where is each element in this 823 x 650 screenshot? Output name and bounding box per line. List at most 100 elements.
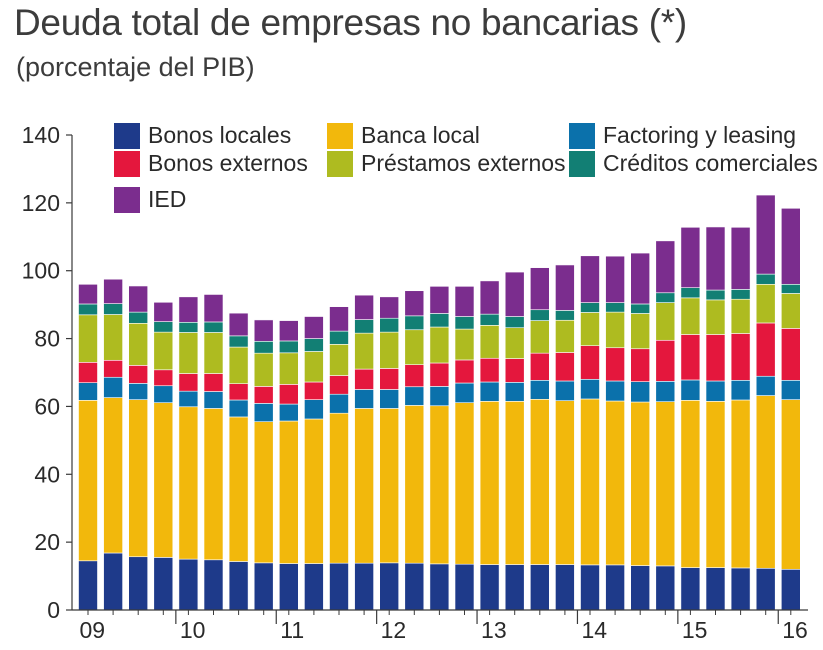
bar-segment-5-11 [354, 319, 374, 334]
bar-segment-3-10 [329, 375, 349, 395]
bar-segment-1-12 [379, 408, 400, 564]
x-tick-label: 15 [682, 617, 708, 643]
x-tick-label: 11 [280, 617, 304, 643]
bar-segment-0-8 [278, 563, 299, 611]
bar-segment-4-23 [655, 302, 676, 341]
bar-segment-1-9 [304, 418, 324, 564]
bar-segment-2-0 [78, 382, 98, 401]
bar-segment-4-8 [278, 352, 299, 385]
bar-segment-2-27 [755, 375, 776, 396]
bar-segment-2-21 [605, 380, 625, 402]
bar-segment-4-9 [304, 351, 324, 383]
chart-subtitle: (porcentaje del PIB) [16, 52, 255, 82]
bar-segment-0-20 [580, 564, 600, 611]
bar-segment-5-12 [379, 317, 400, 333]
bar-segment-4-22 [630, 313, 651, 350]
bar-segment-3-1 [103, 359, 123, 378]
bar-segment-6-27 [755, 194, 776, 275]
bar-segment-6-24 [680, 226, 701, 288]
bar-segment-4-25 [705, 299, 726, 335]
axes-group: 0 20 40 60 80 100 120 140 09 10 11 12 13 14 15 16 [22, 122, 808, 643]
bar-segment-1-27 [755, 395, 776, 569]
bar-segment-3-22 [630, 348, 651, 382]
y-tick-label: 100 [22, 258, 60, 284]
bar-segment-3-6 [228, 383, 249, 401]
bar-segment-1-25 [705, 401, 726, 568]
bar-segment-6-17 [504, 271, 525, 317]
y-tick-label: 40 [34, 461, 60, 487]
bar-segment-3-19 [555, 352, 575, 382]
bar-segment-0-10 [329, 562, 349, 611]
bar-segment-2-18 [529, 379, 550, 400]
bar-segment-5-27 [755, 273, 776, 285]
bar-segment-6-1 [103, 278, 123, 304]
bar-segment-1-20 [580, 398, 600, 566]
legend-swatch [569, 122, 595, 149]
bar-segment-1-5 [203, 408, 224, 561]
bar-segment-3-7 [253, 386, 274, 404]
bar-segment-6-3 [153, 301, 174, 322]
bar-segment-1-22 [630, 401, 651, 566]
bar-segment-6-26 [730, 226, 751, 290]
bar-segment-0-4 [178, 558, 199, 611]
bar-segment-2-8 [278, 403, 299, 422]
bar-segment-0-12 [379, 562, 400, 611]
y-tick-label: 140 [22, 122, 60, 148]
bar-segment-4-10 [329, 344, 349, 376]
bar-segment-6-7 [253, 319, 274, 342]
bar-segment-4-15 [454, 328, 475, 361]
x-tick-label: 12 [381, 617, 407, 643]
bar-segment-3-26 [730, 333, 751, 381]
bar-segment-3-16 [479, 357, 500, 383]
bar-segment-6-23 [655, 240, 676, 294]
bar-segment-6-13 [404, 290, 425, 317]
bar-segment-2-22 [630, 381, 651, 403]
bar-segment-3-25 [705, 334, 726, 382]
bar-segment-1-8 [278, 420, 299, 564]
legend-label: IED [148, 186, 187, 212]
legend-label: Factoring y leasing [603, 122, 797, 148]
bar-segment-5-21 [605, 302, 625, 313]
bar-segment-4-27 [755, 283, 776, 324]
bar-segment-0-24 [680, 567, 701, 611]
bar-segment-4-26 [730, 298, 751, 334]
bar-segment-6-28 [780, 207, 801, 285]
bar-segment-5-6 [228, 335, 249, 348]
bar-segment-6-9 [304, 316, 324, 339]
bar-segment-2-16 [479, 381, 500, 402]
legend-swatch [327, 122, 353, 149]
legend-item: IED [114, 186, 186, 213]
bar-segment-5-15 [454, 316, 475, 330]
y-tick-label: 60 [34, 393, 60, 419]
legend-swatch [114, 122, 140, 149]
bar-segment-2-26 [730, 379, 751, 401]
x-tick-label: 16 [782, 617, 808, 643]
bar-segment-3-21 [605, 347, 625, 382]
legend-label: Bonos locales [148, 122, 292, 148]
bar-segment-4-4 [178, 332, 199, 374]
bar-segment-5-28 [780, 283, 801, 294]
legend-item: Banca local [327, 122, 480, 149]
y-tick-label: 80 [34, 326, 60, 352]
bar-segment-5-4 [178, 321, 199, 333]
x-tick-label: 09 [79, 617, 105, 643]
bar-segment-0-1 [103, 552, 123, 611]
bar-segment-6-12 [379, 296, 400, 319]
bar-segment-2-7 [253, 403, 274, 423]
bar-segment-6-15 [454, 286, 475, 317]
x-tick-label: 10 [180, 617, 206, 643]
y-tick-label: 120 [22, 190, 60, 216]
bar-segment-0-15 [454, 563, 475, 611]
bar-segment-4-13 [404, 329, 425, 366]
bar-segment-5-24 [680, 287, 701, 299]
bar-segment-0-21 [605, 564, 625, 611]
bar-segment-0-14 [429, 563, 450, 611]
bar-segment-5-16 [479, 313, 500, 326]
bar-segment-3-17 [504, 358, 525, 383]
bar-segment-3-20 [580, 345, 600, 380]
bar-segment-1-10 [329, 412, 349, 564]
bar-segment-3-13 [404, 364, 425, 388]
bar-segment-0-6 [228, 561, 249, 611]
bar-segment-5-22 [630, 303, 651, 314]
bar-segment-3-23 [655, 339, 676, 382]
